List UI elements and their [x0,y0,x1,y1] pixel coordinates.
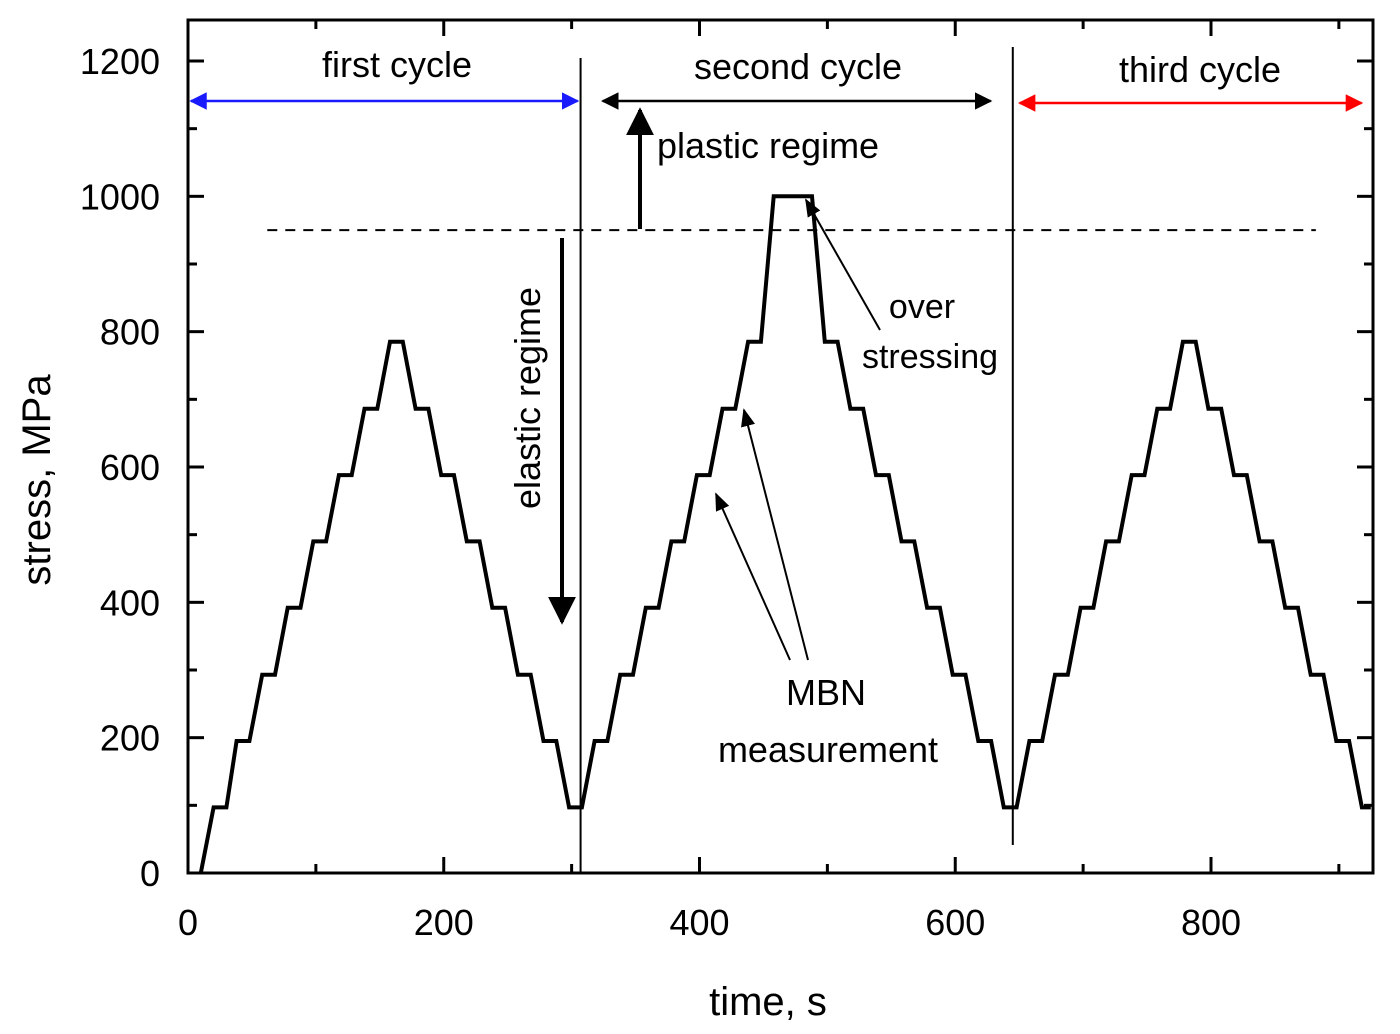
y-tick-label: 800 [100,312,160,353]
x-axis-label: time, s [709,980,827,1024]
mbn-pointer-1 [715,492,791,661]
x-tick-label: 200 [414,902,474,943]
stress-series-line [198,194,1371,874]
third-cycle-label: third cycle [1119,49,1281,90]
x-tick-label: 800 [1181,902,1241,943]
mbn-label-line2: measurement [718,729,938,770]
elastic-regime-label: elastic regime [507,287,548,509]
plastic-regime-label: plastic regime [657,125,879,166]
mbn-label-line1: MBN [786,672,866,713]
y-tick-label: 1200 [80,41,160,82]
y-tick-label: 400 [100,582,160,623]
y-tick-label: 1000 [80,176,160,217]
over-stressing-pointer [805,198,881,331]
y-axis-label: stress, MPa [15,374,59,586]
second-cycle-label: second cycle [694,46,902,87]
mbn-pointer-2 [741,408,809,661]
x-tick-label: 400 [669,902,729,943]
plot-frame [186,18,1375,875]
axis-tick-labels: 0 200 400 600 800 0 200 400 600 800 1000 1200 [80,41,1241,943]
over-stressing-label-line2: stressing [862,338,998,376]
x-tick-label: 600 [925,902,985,943]
y-tick-label: 600 [100,447,160,488]
y-tick-label: 0 [140,853,160,894]
axis-ticks [186,20,1373,875]
over-stressing-label-line1: over [889,288,955,326]
first-cycle-label: first cycle [322,44,472,85]
y-tick-label: 200 [100,718,160,759]
x-tick-label: 0 [178,902,198,943]
